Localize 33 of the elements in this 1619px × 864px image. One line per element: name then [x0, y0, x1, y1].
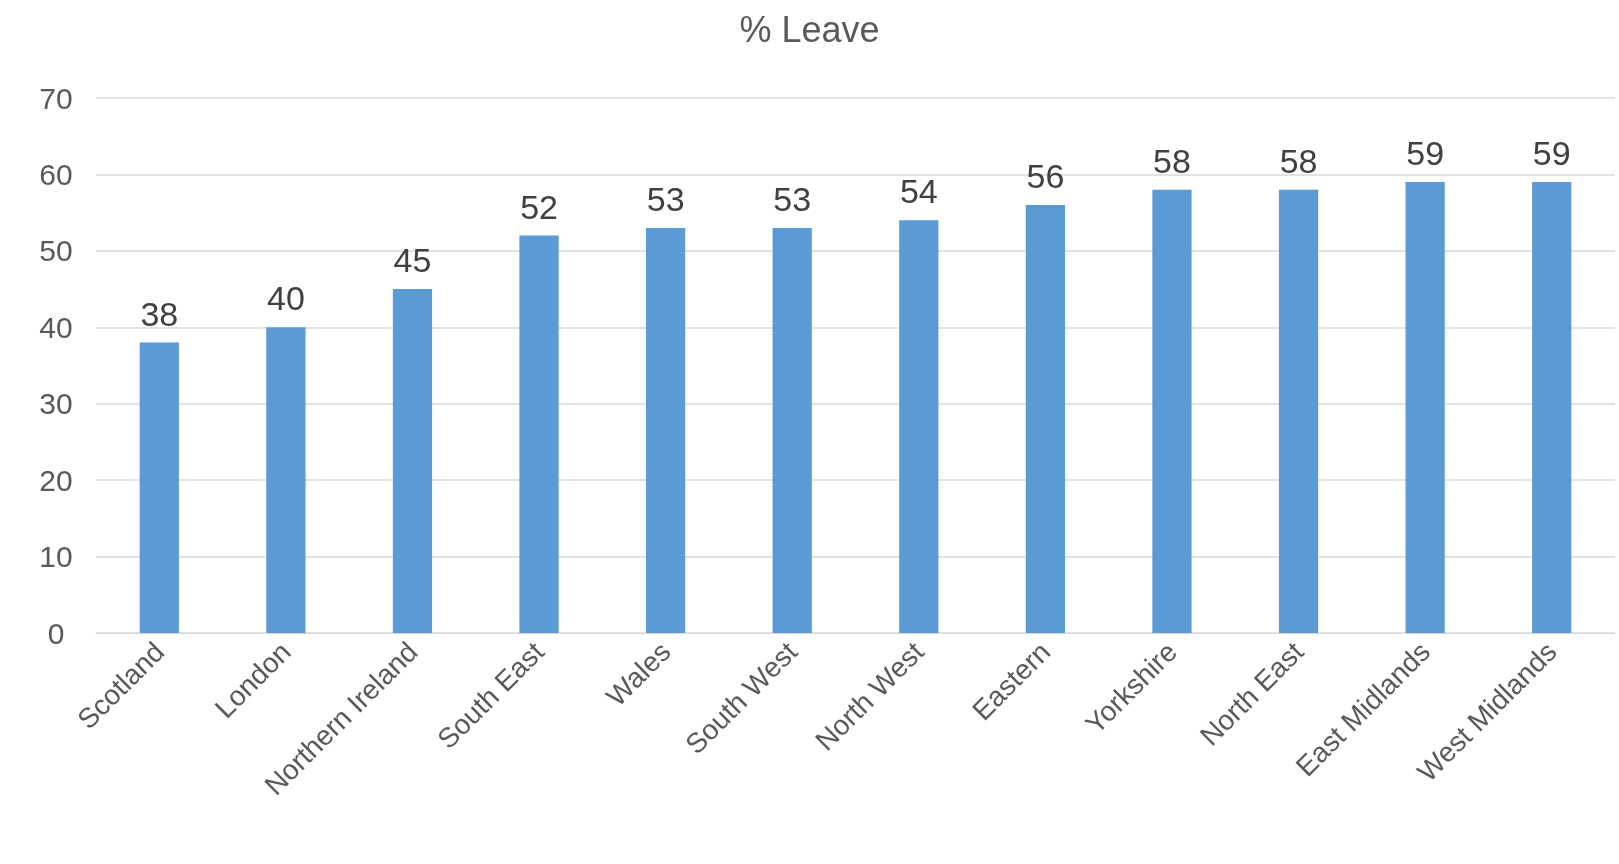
data-label: 59: [1532, 134, 1571, 173]
data-label: 58: [1279, 141, 1318, 180]
bar: [899, 220, 939, 633]
data-label: 45: [393, 241, 432, 280]
data-label: 53: [773, 179, 812, 218]
bar: [1278, 189, 1319, 633]
data-label: 54: [899, 172, 938, 211]
data-label: 59: [1406, 134, 1445, 173]
bar: [1405, 182, 1445, 633]
data-label: 58: [1153, 141, 1191, 180]
bar: [519, 235, 559, 633]
y-tick-label: 70: [39, 81, 73, 115]
bar: [772, 227, 812, 633]
y-tick-label: 10: [39, 540, 73, 574]
bar: [392, 289, 433, 633]
chart-title: % Leave: [739, 8, 880, 50]
data-label: 38: [140, 294, 179, 333]
y-tick-label: 50: [39, 234, 73, 268]
y-tick-label: 40: [39, 310, 73, 344]
bar: [266, 327, 306, 633]
y-tick-label: 20: [39, 463, 73, 497]
bar: [139, 342, 179, 633]
bar: [646, 227, 686, 633]
data-label: 53: [646, 179, 685, 218]
data-label: 40: [266, 279, 305, 318]
y-tick-label: 30: [39, 387, 73, 421]
bar: [1025, 205, 1065, 633]
data-label: 56: [1026, 157, 1065, 195]
data-label: 52: [520, 187, 558, 226]
bar: [1152, 189, 1192, 633]
y-tick-label: 60: [39, 157, 73, 191]
bar: [1532, 182, 1572, 633]
y-tick-label: 0: [47, 616, 65, 650]
